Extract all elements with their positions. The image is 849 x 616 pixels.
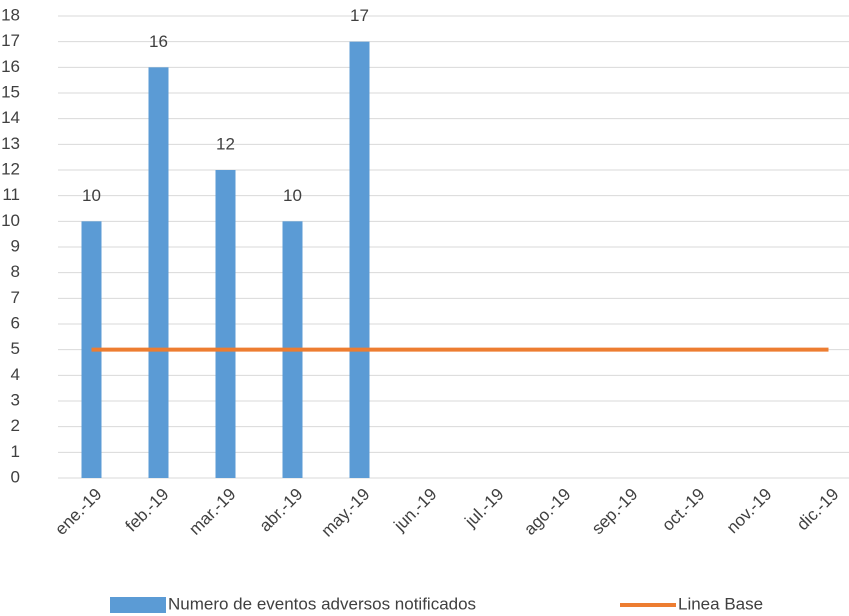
x-tick-label: ene.-19	[51, 485, 105, 539]
y-tick-label: 0	[11, 467, 20, 486]
bar	[216, 170, 236, 478]
bar	[350, 42, 370, 478]
x-tick-label: may.-19	[318, 485, 374, 541]
y-tick-label: 10	[1, 211, 20, 230]
y-tick-label: 16	[1, 57, 20, 76]
data-label: 10	[283, 186, 302, 205]
x-tick-label: sep.-19	[588, 485, 642, 539]
legend-label: Linea Base	[678, 594, 763, 613]
x-tick-label: dic.-19	[793, 485, 843, 535]
legend-label: Numero de eventos adversos notificados	[168, 594, 476, 613]
y-tick-label: 3	[11, 390, 20, 409]
y-tick-label: 17	[1, 31, 20, 50]
y-tick-label: 12	[1, 159, 20, 178]
legend-item: Linea Base	[620, 594, 763, 613]
x-tick-label: ago.-19	[520, 485, 574, 539]
y-tick-label: 14	[1, 108, 20, 127]
x-tick-label: jun.-19	[390, 485, 441, 536]
y-tick-label: 7	[11, 288, 20, 307]
x-tick-label: mar.-19	[185, 485, 239, 539]
chart: 0123456789101112131415161718ene.-19feb.-…	[0, 0, 849, 616]
data-label: 10	[82, 186, 101, 205]
y-tick-label: 5	[11, 339, 20, 358]
y-tick-label: 13	[1, 134, 20, 153]
y-tick-label: 11	[2, 185, 20, 204]
bar	[149, 67, 169, 478]
y-tick-label: 18	[1, 5, 20, 24]
data-label: 12	[216, 134, 235, 153]
legend-item: Numero de eventos adversos notificados	[110, 594, 476, 613]
y-tick-label: 2	[11, 416, 20, 435]
x-tick-label: abr.-19	[256, 485, 307, 536]
y-tick-label: 6	[11, 313, 20, 332]
data-label: 16	[149, 32, 168, 51]
x-tick-label: nov.-19	[723, 485, 776, 538]
x-tick-label: oct.-19	[658, 485, 708, 535]
y-tick-label: 8	[11, 262, 20, 281]
y-tick-label: 4	[11, 365, 20, 384]
y-tick-label: 1	[11, 442, 20, 461]
y-tick-label: 15	[1, 82, 20, 101]
x-tick-label: feb.-19	[122, 485, 173, 536]
y-tick-label: 9	[11, 236, 20, 255]
x-tick-label: jul.-19	[461, 485, 508, 532]
legend-swatch	[110, 597, 166, 613]
data-label: 17	[350, 6, 369, 25]
